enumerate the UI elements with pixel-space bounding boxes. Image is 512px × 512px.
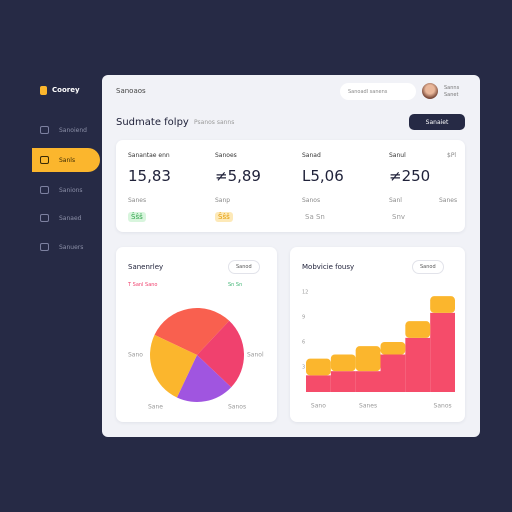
sidebar-item[interactable]: Sanoiend	[32, 118, 100, 142]
page-title: Sudmate folpy	[116, 117, 189, 128]
bar-segment	[430, 296, 455, 313]
stat-note: Sanp	[215, 197, 231, 204]
stat-value: ≠250	[389, 167, 431, 185]
sidebar-label: Sanions	[59, 186, 83, 194]
dropdown-label: Sanod	[420, 264, 436, 270]
bar-segment	[330, 371, 356, 392]
bar-segment	[380, 354, 406, 392]
stat-badge: Ŝŝŝ	[128, 212, 146, 222]
button-label: Sanaiet	[425, 118, 449, 126]
stat-extra-note: Sanes	[439, 197, 458, 204]
y-tick-label: 12	[302, 290, 308, 296]
avatar[interactable]	[422, 83, 438, 99]
x-tick-label: Sano	[311, 403, 326, 410]
bar-segment	[355, 346, 381, 372]
bar-segment	[355, 371, 381, 392]
stat-badge: Snv	[392, 213, 406, 221]
brand: Coorey	[52, 86, 80, 94]
main-panel: Sanoaos Sanoadl sanens Sanns Sanet Sudma…	[102, 75, 480, 437]
x-tick-label: Sanos	[434, 403, 452, 410]
bar-chart: 3 6 9 12 Sano Sanes Sanos	[302, 290, 455, 410]
sidebar-item[interactable]: Sanions	[32, 178, 100, 202]
bar-dropdown[interactable]: Sanod	[412, 260, 444, 274]
dropdown-label: Sanod	[236, 264, 252, 270]
stat-note: Sanos	[302, 197, 321, 204]
pie-chart: Sano Sanol Sane Sanos	[128, 308, 264, 411]
sidebar-item[interactable]: Sanuers	[32, 235, 100, 259]
stat-item: Sanad L5,06 Sanos Sa Sn	[290, 140, 377, 232]
page-subtitle: Psanos sanns	[194, 119, 235, 126]
bar-segment	[306, 375, 331, 392]
search-box[interactable]: Sanoadl sanens	[340, 83, 416, 100]
sidebar-icon	[40, 214, 49, 222]
bar-segment	[380, 342, 406, 355]
sidebar-item[interactable]: Sanls	[32, 148, 100, 172]
stat-item: Sanantae enn 15,83 Sanes Ŝŝŝ	[116, 140, 203, 232]
stat-extra: $Pl	[447, 152, 457, 159]
stat-note: Sanes	[128, 197, 147, 204]
bar-title: Mobvicie fousy	[302, 263, 355, 271]
sidebar-icon	[40, 186, 49, 194]
search-placeholder: Sanoadl sanens	[348, 88, 388, 95]
stat-label: Sanad	[302, 152, 321, 159]
header-title: Sanoaos	[116, 87, 146, 95]
stat-label: Sanantae enn	[128, 152, 170, 159]
stats-card: Sanantae enn 15,83 Sanes Ŝŝŝ Sanoes ≠5,89 Sanp…	[116, 140, 465, 232]
pie-card: Sanenrley Sanod T Sanl Sano Sn Sn Sano Sa…	[116, 247, 277, 422]
pie-label: Sano	[128, 352, 143, 359]
stat-badge: Sa Sn	[305, 213, 325, 221]
pie-slice	[150, 334, 197, 398]
stat-value: L5,06	[302, 167, 344, 185]
stat-item: Sanoes ≠5,89 Sanp Ŝŝŝ	[203, 140, 290, 232]
stat-note: Sanl	[389, 197, 402, 204]
primary-button[interactable]: Sanaiet	[409, 114, 465, 130]
pie-label: Sanos	[228, 404, 246, 411]
stat-value: 15,83	[128, 167, 171, 185]
sidebar-label: Sanuers	[59, 243, 84, 251]
bar-segment	[306, 358, 331, 376]
bar-segment	[330, 354, 356, 372]
stat-label: Sanul	[389, 152, 406, 159]
y-tick-label: 6	[302, 340, 305, 346]
pie-dropdown[interactable]: Sanod	[228, 260, 260, 274]
sidebar-icon	[40, 156, 49, 164]
stat-item: Sanul ≠250 Sanl Snv $Pl Sanes	[377, 140, 464, 232]
y-tick-label: 9	[302, 315, 305, 321]
pie-slice	[154, 308, 230, 355]
pie-label: Sanol	[247, 352, 264, 359]
pie-legend: Sn Sn	[228, 282, 243, 288]
pie-title: Sanenrley	[128, 263, 164, 271]
stat-label: Sanoes	[215, 152, 237, 159]
pie-legend: T Sanl Sano	[128, 282, 158, 288]
pie-slice	[197, 320, 244, 388]
logo-icon	[40, 86, 47, 95]
stat-badge: Ŝŝŝ	[215, 212, 233, 222]
user-name: Sanns Sanet	[444, 85, 460, 98]
pie-slice	[176, 355, 232, 402]
pie-label: Sane	[148, 404, 163, 411]
bar-segment	[405, 321, 431, 338]
bar-segment	[430, 312, 455, 392]
sidebar-icon	[40, 126, 49, 134]
sidebar-icon	[40, 243, 49, 251]
sidebar-label: Sanls	[59, 156, 76, 164]
y-tick-label: 3	[302, 365, 305, 371]
sidebar-label: Sanaed	[59, 214, 82, 222]
stat-value: ≠5,89	[215, 167, 261, 185]
sidebar-label: Sanoiend	[59, 126, 87, 134]
x-tick-label: Sanes	[359, 403, 377, 410]
sidebar-item[interactable]: Sanaed	[32, 206, 100, 230]
bar-card: Mobvicie fousy Sanod 3 6 9 12 Sano Sanes Sanos	[290, 247, 465, 422]
bar-segment	[405, 337, 431, 392]
